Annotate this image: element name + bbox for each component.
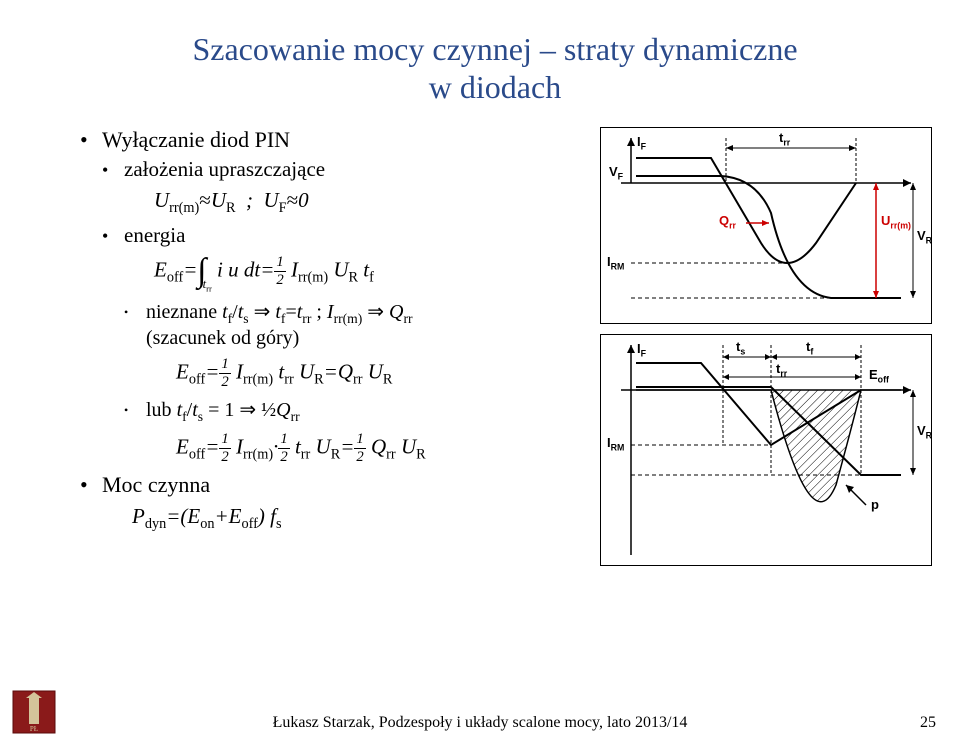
bullet-or: lub tf/ts = 1 ⇒ ½Qrr Eoff=12 Irr(m)·12 t… [124,397,580,466]
lbl-ts: ts [736,339,745,357]
lbl-trr-b: trr [776,361,787,379]
title-line2: w diodach [429,69,561,105]
left-column: Wyłączanie diod PIN założenia upraszczaj… [80,127,580,576]
lbl-VF: VF [609,164,623,182]
slide-title: Szacowanie mocy czynnej – straty dynamic… [80,30,910,107]
lbl-VR-top: VR [917,228,932,246]
footer-text: Łukasz Starzak, Podzespoły i układy scal… [0,714,960,732]
lbl-Qrr: Qrr [719,213,736,231]
title-line1: Szacowanie mocy czynnej – straty dynamic… [192,31,797,67]
bullet-assumptions-text: założenia upraszczające [124,157,325,181]
bullet-energy-text: energia [124,223,185,247]
bullet-main-2-text: Moc czynna [102,472,210,497]
unknown-text-a: nieznane [146,301,222,323]
lbl-VR-b: VR [917,423,932,441]
eq-eoff-qrr: Eoff=12 Irr(m) trr UR=Qrr UR [176,356,580,391]
lbl-IRM-top: IRM [607,254,624,272]
eq-pdyn: Pdyn=(Eon+Eoff) fs [132,504,580,533]
lbl-tf: tf [806,339,813,357]
lbl-p: p [871,497,879,512]
bullet-main-2: Moc czynna Pdyn=(Eon+Eoff) fs [80,472,580,533]
unknown-text-b: (szacunek od góry) [146,327,299,349]
bullet-main-1: Wyłączanie diod PIN założenia upraszczaj… [80,127,580,466]
page-number: 25 [920,714,936,732]
lbl-Urrm: Urr(m) [881,213,911,231]
eq-eoff-half: Eoff=12 Irr(m)·12 trr UR=12 Qrr UR [176,431,580,466]
content-row: Wyłączanie diod PIN założenia upraszczaj… [80,127,910,576]
diagram-top: IF VF IRM trr Qrr Urr(m) VR [600,127,932,324]
diagram-bottom: IF ts tf trr Eoff IRM p VR [600,334,932,566]
lbl-Eoff: Eoff [869,367,889,385]
bullet-unknown: nieznane tf/ts ⇒ tf=trr ; Irr(m) ⇒ Qrr (… [124,299,580,391]
right-column: IF VF IRM trr Qrr Urr(m) VR [600,127,932,576]
bullet-energy: energia Eoff=∫trr i u dt=12 Irr(m) UR tf… [102,223,580,466]
bullet-assumptions: założenia upraszczające Urr(m)≈UR ; UF≈0 [102,157,580,217]
lbl-IRM-b: IRM [607,435,624,453]
lbl-IF-b: IF [637,341,646,359]
lbl-IF: IF [637,134,646,152]
slide: Szacowanie mocy czynnej – straty dynamic… [0,0,960,744]
bullet-main-1-text: Wyłączanie diod PIN [102,127,290,152]
eq-assumption: Urr(m)≈UR ; UF≈0 [154,188,580,217]
lbl-trr-top: trr [779,130,790,148]
eq-eoff-integral: Eoff=∫trr i u dt=12 Irr(m) UR tf [154,254,580,293]
